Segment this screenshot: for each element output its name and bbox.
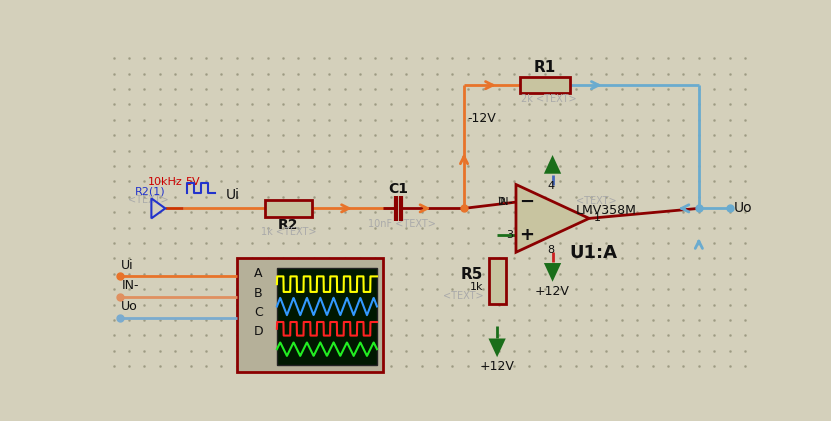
Bar <box>520 77 570 93</box>
Bar <box>264 200 312 217</box>
Text: 5V: 5V <box>185 177 200 187</box>
Text: <TEXT>: <TEXT> <box>127 195 168 205</box>
Text: 8: 8 <box>548 245 554 255</box>
Text: R1: R1 <box>534 60 556 75</box>
Text: A: A <box>254 267 263 280</box>
Text: U1:A: U1:A <box>569 244 617 262</box>
Text: 4: 4 <box>548 181 554 191</box>
Text: B: B <box>254 287 263 300</box>
Text: 10kHz: 10kHz <box>148 177 183 187</box>
Polygon shape <box>546 264 559 278</box>
Text: 1k <TEXT>: 1k <TEXT> <box>261 227 316 237</box>
Text: +12V: +12V <box>479 360 514 373</box>
Text: C1: C1 <box>389 182 409 196</box>
Text: IN-: IN- <box>121 279 139 292</box>
Polygon shape <box>490 340 504 354</box>
Text: +: + <box>519 226 534 244</box>
Text: Uo: Uo <box>121 300 138 313</box>
Text: −: − <box>519 193 534 211</box>
Bar <box>489 258 505 304</box>
Text: Uo: Uo <box>734 201 752 216</box>
Text: R5: R5 <box>461 267 484 282</box>
Text: D: D <box>253 325 263 338</box>
Text: IN-: IN- <box>498 197 514 207</box>
Text: LMV358M: LMV358M <box>576 204 637 217</box>
Text: <TEXT>: <TEXT> <box>443 291 484 301</box>
Bar <box>277 268 377 365</box>
Text: +12V: +12V <box>535 285 570 298</box>
Text: 3: 3 <box>507 229 514 240</box>
Text: Ui: Ui <box>121 258 134 272</box>
Text: R2(1): R2(1) <box>135 186 166 196</box>
Text: C: C <box>254 306 263 319</box>
Text: 2: 2 <box>499 197 506 207</box>
Text: R2: R2 <box>278 218 298 232</box>
Text: <TEXT>: <TEXT> <box>576 197 617 206</box>
Bar <box>237 258 383 373</box>
Text: 1: 1 <box>593 213 601 224</box>
Text: 1k: 1k <box>470 282 484 292</box>
Text: 10nF <TEXT>: 10nF <TEXT> <box>368 219 436 229</box>
Text: -12V: -12V <box>468 112 497 125</box>
Text: Ui: Ui <box>225 188 239 202</box>
Polygon shape <box>546 158 559 172</box>
Polygon shape <box>516 184 589 252</box>
Text: 2k <TEXT>: 2k <TEXT> <box>521 94 577 104</box>
